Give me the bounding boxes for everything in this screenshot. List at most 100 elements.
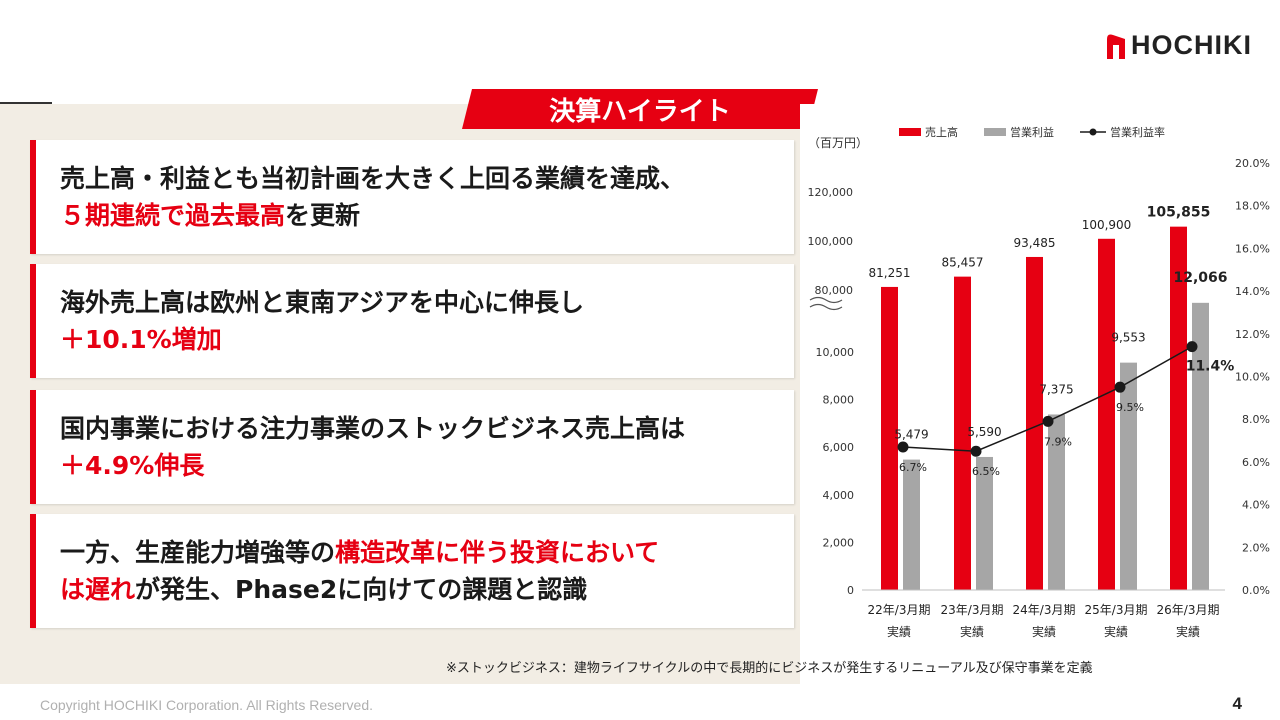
operating-margin-label: 6.5% <box>972 465 1000 478</box>
y-tick-left-lower: 8,000 <box>823 394 855 407</box>
operating-income-value-label: 7,375 <box>1039 382 1073 396</box>
operating-income-value-label: 5,590 <box>967 425 1001 439</box>
header-rule <box>0 102 52 104</box>
y-tick-right: 16.0% <box>1235 242 1270 255</box>
highlight-line: 海外売上高は欧州と東南アジアを中心に伸長し <box>60 284 794 321</box>
emphasis-text: ＋10.1%増加 <box>60 325 222 354</box>
highlight-line: 売上高・利益とも当初計画を大きく上回る業績を達成、 <box>60 160 794 197</box>
page-number: 4 <box>1232 694 1242 713</box>
operating-margin-point <box>970 445 982 457</box>
legend-swatch-operating-income <box>984 128 1006 136</box>
logo-text: HOCHIKI <box>1131 30 1252 60</box>
operating-income-value-label: 9,553 <box>1111 331 1145 345</box>
operating-margin-point <box>1114 381 1126 393</box>
body-text: を更新 <box>285 201 361 230</box>
highlight-line: ＋10.1%増加 <box>60 321 794 358</box>
highlight-line: ＋4.9%伸長 <box>60 447 794 484</box>
financial-chart: （百万円） 売上高 営業利益 営業利益率 0 2,000 4,000 6,000 8,000 10… <box>800 104 1280 684</box>
operating-income-bar <box>1192 302 1209 590</box>
highlight-line: 一方、生産能力増強等の構造改革に伴う投資において <box>60 534 794 571</box>
sales-value-label: 100,900 <box>1082 218 1132 232</box>
x-tick-label-sub: 実績 <box>1032 624 1056 639</box>
operating-margin-label: 11.4% <box>1186 359 1235 375</box>
operating-income-bar <box>903 459 920 590</box>
x-tick-label-sub: 実績 <box>1104 624 1128 639</box>
legend-marker-margin <box>1089 128 1097 136</box>
x-tick-label: 25年/3月期 <box>1085 603 1148 617</box>
y-tick-right: 12.0% <box>1235 328 1270 341</box>
operating-margin-point <box>1042 415 1054 427</box>
y-tick-left-upper: 80,000 <box>815 284 854 297</box>
highlight-line: ５期連続で過去最高を更新 <box>60 197 794 234</box>
body-text: 海外売上高は欧州と東南アジアを中心に伸長し <box>60 288 585 317</box>
legend-swatch-sales <box>899 128 921 136</box>
sales-value-label: 93,485 <box>1014 236 1056 250</box>
body-text: が発生、Phase2に向けての課題と認識 <box>135 575 588 604</box>
emphasis-text: は遅れ <box>60 575 136 604</box>
sales-value-label: 105,855 <box>1147 205 1211 221</box>
legend-label-operating-income: 営業利益 <box>1010 125 1054 139</box>
operating-income-bar <box>1048 414 1065 590</box>
y-tick-right: 8.0% <box>1242 413 1270 426</box>
body-text: 国内事業における注力事業のストックビジネス売上高は <box>60 414 686 443</box>
y-tick-right: 18.0% <box>1235 200 1270 213</box>
operating-margin-point <box>1186 341 1198 353</box>
sales-bar <box>1098 238 1115 591</box>
body-text: 一方、生産能力増強等の <box>60 538 336 567</box>
copyright: Copyright HOCHIKI Corporation. All Right… <box>40 697 374 713</box>
logo-mark-icon <box>1107 34 1125 59</box>
emphasis-text: ５期連続で過去最高 <box>60 201 286 230</box>
highlight-card-3: 国内事業における注力事業のストックビジネス売上高は ＋4.9%伸長 <box>30 390 794 504</box>
highlight-card-1: 売上高・利益とも当初計画を大きく上回る業績を達成、 ５期連続で過去最高を更新 <box>30 140 794 254</box>
x-tick-label: 24年/3月期 <box>1013 603 1076 617</box>
y-tick-left-upper: 100,000 <box>808 235 854 248</box>
highlight-card-4: 一方、生産能力増強等の構造改革に伴う投資において は遅れが発生、Phase2に向… <box>30 514 794 628</box>
x-tick-label-sub: 実績 <box>1176 624 1200 639</box>
y-tick-right: 2.0% <box>1242 541 1270 554</box>
y-tick-left-lower: 4,000 <box>823 489 855 502</box>
y-tick-right: 4.0% <box>1242 499 1270 512</box>
axis-break-icon <box>809 296 843 311</box>
highlight-line: は遅れが発生、Phase2に向けての課題と認識 <box>60 571 794 608</box>
title-banner <box>462 89 818 129</box>
sales-bar <box>1170 226 1187 590</box>
x-tick-label: 22年/3月期 <box>868 603 931 617</box>
y-tick-right: 14.0% <box>1235 285 1270 298</box>
highlight-line: 国内事業における注力事業のストックビジネス売上高は <box>60 410 794 447</box>
body-text: 売上高・利益とも当初計画を大きく上回る業績を達成、 <box>60 164 686 193</box>
x-tick-label: 26年/3月期 <box>1157 603 1220 617</box>
y-tick-left-lower: 10,000 <box>816 346 855 359</box>
operating-margin-label: 6.7% <box>899 461 927 474</box>
emphasis-text: ＋4.9%伸長 <box>60 451 205 480</box>
y-tick-left-lower: 2,000 <box>823 536 855 549</box>
y-tick-left-upper: 120,000 <box>808 186 854 199</box>
x-tick-label: 23年/3月期 <box>941 603 1004 617</box>
y-tick-left-lower: 6,000 <box>823 441 855 454</box>
legend-label-sales: 売上高 <box>925 125 958 139</box>
sales-bar <box>881 286 898 590</box>
y-tick-right: 0.0% <box>1242 584 1270 597</box>
sales-bar <box>1026 256 1043 590</box>
emphasis-text: 構造改革に伴う投資において <box>335 538 660 567</box>
sales-bar <box>954 276 971 590</box>
hochiki-logo: HOCHIKI <box>1107 30 1252 61</box>
legend-label-margin: 営業利益率 <box>1110 125 1165 139</box>
x-tick-label-sub: 実績 <box>960 624 984 639</box>
footnote: ※ストックビジネス：建物ライフサイクルの中で長期的にビジネスが発生するリニューア… <box>446 661 1093 676</box>
page-title: 決算ハイライト <box>549 96 731 127</box>
x-tick-label-sub: 実績 <box>887 624 911 639</box>
unit-label: （百万円） <box>808 136 868 150</box>
operating-margin-label: 9.5% <box>1116 401 1144 414</box>
sales-value-label: 85,457 <box>942 256 984 270</box>
operating-income-value-label: 12,066 <box>1173 270 1227 286</box>
operating-income-bar <box>976 456 993 590</box>
y-tick-right: 20.0% <box>1235 157 1270 170</box>
y-tick-right: 6.0% <box>1242 456 1270 469</box>
operating-margin-label: 7.9% <box>1044 435 1072 448</box>
y-tick-left-lower: 0 <box>847 584 854 597</box>
operating-income-value-label: 5,479 <box>894 428 928 442</box>
operating-income-bar <box>1120 362 1137 590</box>
operating-margin-point <box>897 441 909 453</box>
sales-value-label: 81,251 <box>869 266 911 280</box>
highlight-card-2: 海外売上高は欧州と東南アジアを中心に伸長し ＋10.1%増加 <box>30 264 794 378</box>
